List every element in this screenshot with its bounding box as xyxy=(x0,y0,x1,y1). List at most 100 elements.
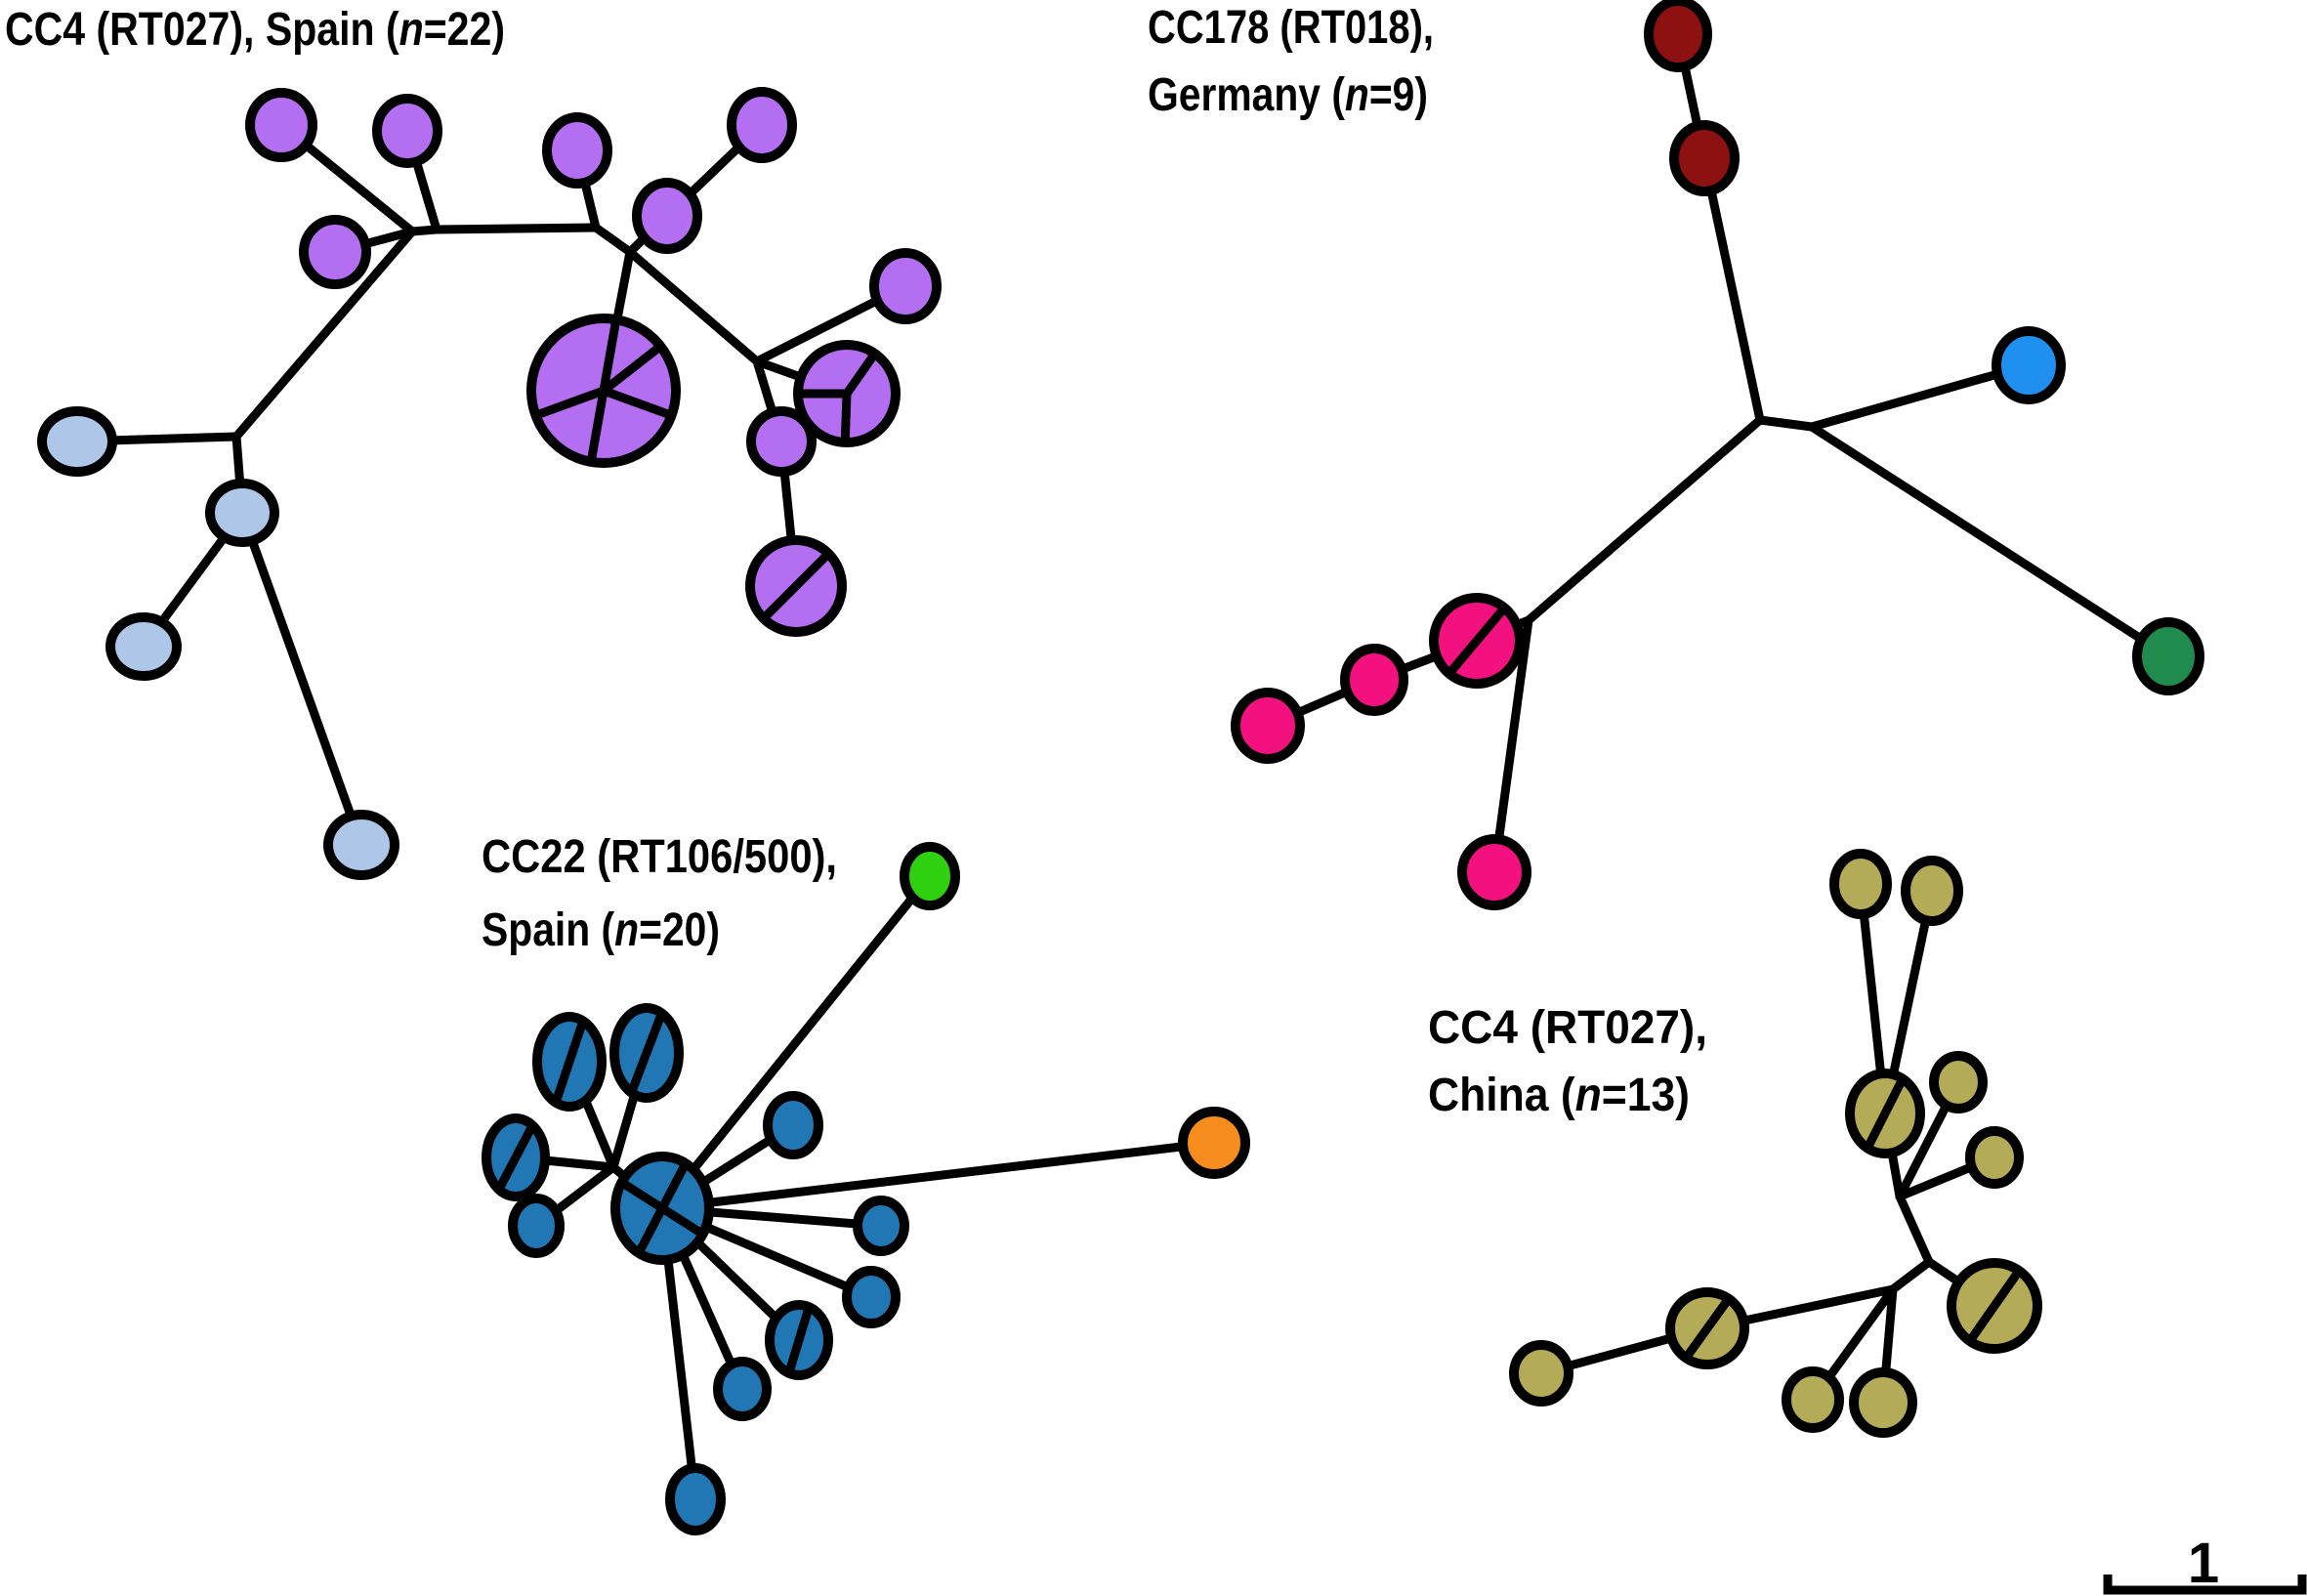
tree-node-cc4-spain-A xyxy=(245,88,317,162)
node-circle-O5 xyxy=(1965,1126,2024,1189)
tree-node-cc178-germany-DR1 xyxy=(1644,0,1712,72)
cluster-cc4-china xyxy=(1509,849,2042,1438)
cluster-title-line-cc22-spain-0: CC22 (RT106/500), xyxy=(482,831,837,883)
scale-bar: 1 xyxy=(2103,1532,2307,1595)
node-slice-divider-BIG5-3 xyxy=(586,390,608,463)
node-circle-A xyxy=(245,88,317,162)
tree-node-cc4-china-O2 xyxy=(1901,856,1963,926)
cluster-title-cc22-spain: CC22 (RT106/500), Spain (n=20) xyxy=(482,831,837,956)
tree-node-cc4-china-O5 xyxy=(1965,1126,2024,1189)
tree-node-cc22-spain-T2 xyxy=(609,1003,684,1103)
cluster-title-line-cc4-spain-0: CC4 (RT027), Spain (n=22) xyxy=(5,4,505,56)
tree-node-cc22-spain-T1 xyxy=(532,1012,607,1112)
node-slice-divider-K-1 xyxy=(760,582,800,622)
tree-node-cc4-spain-LB1 xyxy=(37,406,117,477)
node-circle-OL xyxy=(1509,1340,1573,1407)
cluster-cc178-germany xyxy=(1231,0,2204,910)
tree-node-cc4-spain-B xyxy=(372,94,442,168)
node-circle-LB1 xyxy=(37,406,117,477)
tree-node-cc22-spain-OR xyxy=(1178,1107,1250,1179)
tree-edge-cc4-spain-4 xyxy=(432,223,601,234)
cluster-title-line-cc22-spain-1: Spain (n=20) xyxy=(482,904,720,956)
node-circle-R2 xyxy=(842,1266,901,1328)
tree-node-cc22-spain-L2 xyxy=(482,1113,550,1201)
node-circle-P3 xyxy=(542,112,612,189)
node-circle-P4 xyxy=(632,178,702,254)
tree-node-cc22-spain-LL xyxy=(508,1194,565,1258)
node-circle-BOT xyxy=(665,1463,726,1535)
node-slice-divider-BIG5-4 xyxy=(533,386,606,420)
tree-node-cc178-germany-PK2 xyxy=(1340,644,1408,716)
node-circle-DR1 xyxy=(1644,0,1712,72)
tree-edge-cc178-germany-3 xyxy=(1807,360,2034,432)
node-circle-O2 xyxy=(1901,856,1963,926)
tree-edge-cc178-germany-2 xyxy=(1755,415,1817,432)
tree-node-cc4-spain-P3 xyxy=(542,112,612,189)
node-circle-GN xyxy=(900,842,960,910)
tree-edge-cc4-china-5 xyxy=(1895,1192,1934,1267)
node-slice-divider-I3-0 xyxy=(843,351,879,397)
node-circle-E xyxy=(299,215,371,289)
node-circle-LO xyxy=(713,1357,772,1421)
tree-node-cc4-spain-LB3 xyxy=(105,612,182,681)
tree-node-cc4-china-O4 xyxy=(1929,1051,1988,1113)
tree-node-cc178-germany-PK4 xyxy=(1457,834,1531,910)
tree-edge-cc178-germany-9 xyxy=(1489,615,1533,877)
node-circle-LB2 xyxy=(205,479,279,547)
tree-edge-cc22-spain-6 xyxy=(657,1138,1219,1213)
tree-node-cc178-germany-BL xyxy=(1992,326,2066,404)
tree-node-cc22-spain-R2 xyxy=(842,1266,901,1328)
scale-bar-line xyxy=(2103,1575,2307,1595)
node-circle-PK4 xyxy=(1457,834,1531,910)
scale-bar-label: 1 xyxy=(2188,1532,2219,1595)
node-slice-divider-OA-1 xyxy=(1863,1111,1890,1151)
node-circle-LL xyxy=(508,1194,565,1258)
node-circle-DR2 xyxy=(1669,120,1740,196)
tree-node-cc4-china-OC xyxy=(1665,1287,1749,1369)
tree-node-cc4-china-OD1 xyxy=(1782,1366,1844,1433)
cluster-title-line-cc178-germany-0: CC178 (RT018), xyxy=(1148,2,1434,54)
tree-node-cc4-spain-LB4 xyxy=(323,810,399,880)
tree-node-cc4-china-OL xyxy=(1509,1340,1573,1407)
node-circle-O4 xyxy=(1929,1051,1988,1113)
node-slice-divider-OC-0 xyxy=(1703,1296,1733,1331)
tree-node-cc4-china-OA xyxy=(1845,1069,1925,1158)
tree-node-cc22-spain-RL xyxy=(765,1300,833,1380)
node-slice-divider-BB-1 xyxy=(635,1205,666,1255)
cluster-title-line-cc178-germany-1: Germany (n=9) xyxy=(1148,69,1428,121)
tree-node-cc4-china-O1 xyxy=(1829,849,1892,919)
tree-edge-cc4-spain-10 xyxy=(625,247,762,366)
tree-node-cc22-spain-UR xyxy=(763,1091,823,1159)
node-slice-divider-T2-1 xyxy=(627,1051,651,1095)
tree-node-cc4-spain-H xyxy=(869,248,942,324)
tree-edge-cc178-germany-1 xyxy=(1699,153,1765,425)
tree-edge-cc4-china-7 xyxy=(1888,1257,1934,1294)
node-circle-OD1 xyxy=(1782,1366,1844,1433)
tree-edge-cc22-spain-5 xyxy=(657,871,935,1213)
tree-node-cc178-germany-PK1 xyxy=(1429,593,1525,689)
tree-node-cc4-spain-P5 xyxy=(727,87,797,163)
node-circle-O1 xyxy=(1829,849,1892,919)
cluster-title-cc4-china: CC4 (RT027), China (n=13) xyxy=(1428,1002,1707,1121)
node-slice-divider-K-0 xyxy=(792,550,832,590)
tree-edge-cc4-spain-6 xyxy=(591,223,635,257)
node-slice-divider-BB-0 xyxy=(658,1161,690,1211)
node-slice-divider-T2-0 xyxy=(642,1011,666,1055)
tree-node-cc178-germany-DR2 xyxy=(1669,120,1740,196)
node-slice-divider-OC-1 xyxy=(1682,1325,1711,1361)
node-slice-divider-BIG5-1 xyxy=(601,342,664,395)
node-circle-PK3 xyxy=(1231,688,1305,764)
tree-node-cc22-spain-BOT xyxy=(665,1463,726,1535)
tree-node-cc4-spain-E xyxy=(299,215,371,289)
tree-edge-cc178-germany-5 xyxy=(1524,415,1765,625)
tree-node-cc22-spain-R1 xyxy=(853,1196,909,1256)
node-slice-divider-L2-1 xyxy=(494,1155,520,1192)
tree-node-cc4-spain-JS xyxy=(746,406,817,477)
node-circle-LB3 xyxy=(105,612,182,681)
node-slice-divider-T1-0 xyxy=(565,1019,588,1064)
node-slice-divider-BB-3 xyxy=(659,1204,705,1239)
node-slice-divider-OB-1 xyxy=(1966,1303,1998,1344)
cluster-title-cc4-spain: CC4 (RT027), Spain (n=22) xyxy=(5,4,505,56)
tree-edge-cc4-spain-15 xyxy=(231,227,417,441)
